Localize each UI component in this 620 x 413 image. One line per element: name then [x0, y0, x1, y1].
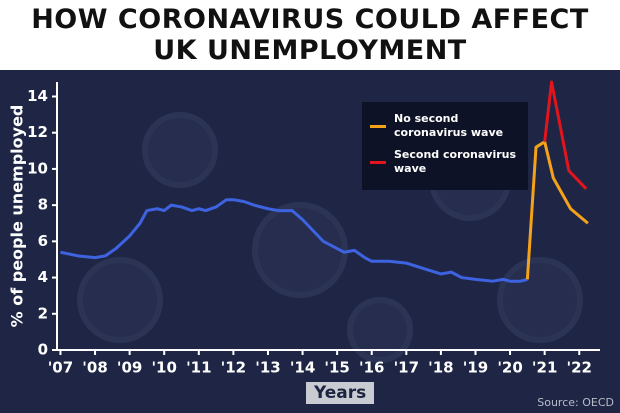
virus-decoration — [497, 257, 583, 343]
x-tick-label: '20 — [497, 359, 522, 377]
series-line — [525, 140, 589, 280]
y-tick-label: 0 — [38, 341, 48, 359]
x-tick-label: '18 — [428, 359, 453, 377]
x-tick-label: '16 — [359, 359, 384, 377]
y-tick-label: 14 — [27, 87, 48, 105]
x-tick-label: '10 — [151, 359, 176, 377]
y-tick-label: 12 — [27, 123, 48, 141]
y-tick-label: 6 — [38, 232, 48, 250]
legend-label: No second coronavirus wave — [394, 112, 504, 139]
legend-label: Second coronavirus wave — [394, 148, 517, 175]
series-line — [60, 198, 528, 283]
y-tick-label: 2 — [38, 304, 48, 322]
legend-swatch — [370, 160, 386, 164]
legend-item: Second coronavirus wave — [370, 148, 520, 176]
x-tick-label: '11 — [186, 359, 211, 377]
x-tick-label: '12 — [221, 359, 246, 377]
x-axis-label: Years — [306, 382, 375, 404]
x-tick-label: '14 — [290, 359, 315, 377]
virus-decoration — [77, 257, 163, 343]
x-tick-label: '15 — [324, 359, 349, 377]
y-axis-label: % of people unemployed — [8, 105, 27, 328]
x-tick-label: '08 — [82, 359, 107, 377]
series-line — [543, 80, 588, 190]
virus-decoration — [142, 112, 218, 188]
y-tick-label: 10 — [27, 159, 48, 177]
virus-decoration — [347, 297, 413, 363]
x-tick-label: '13 — [255, 359, 280, 377]
legend-item: No second coronavirus wave — [370, 112, 520, 140]
header: HOW CORONAVIRUS COULD AFFECT UK UNEMPLOY… — [0, 0, 620, 70]
chart-title: HOW CORONAVIRUS COULD AFFECT UK UNEMPLOY… — [31, 4, 589, 66]
y-tick-label: 4 — [38, 268, 48, 286]
x-tick-label: '22 — [567, 359, 592, 377]
virus-decoration — [252, 202, 348, 298]
x-tick-label: '21 — [532, 359, 557, 377]
legend-swatch — [370, 124, 386, 128]
legend: No second coronavirus wave Second coronav… — [362, 102, 528, 190]
x-tick-label: '17 — [394, 359, 419, 377]
x-tick-label: '07 — [48, 359, 73, 377]
x-tick-label: '19 — [463, 359, 488, 377]
source-note: Source: OECD — [537, 396, 614, 409]
x-tick-label: '09 — [117, 359, 142, 377]
y-tick-label: 8 — [38, 196, 48, 214]
